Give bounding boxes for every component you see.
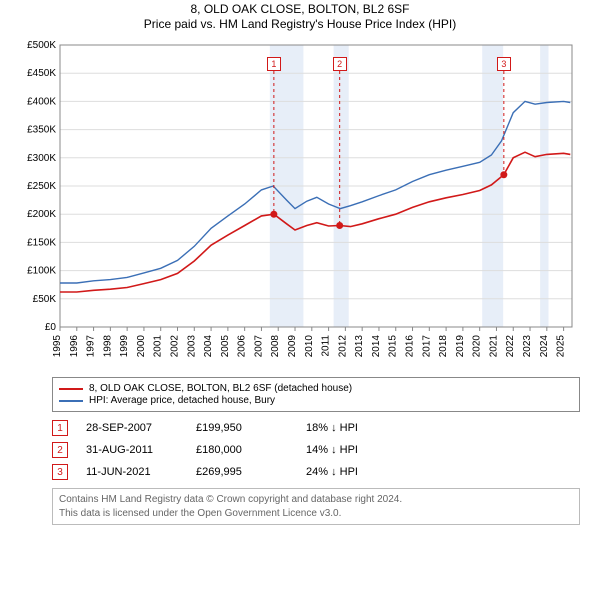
svg-text:2021: 2021 (488, 335, 499, 358)
sale-delta: 14% ↓ HPI (306, 444, 358, 456)
chart-marker-label: 3 (497, 57, 511, 71)
legend-label-subject: 8, OLD OAK CLOSE, BOLTON, BL2 6SF (detac… (89, 383, 352, 394)
svg-text:2012: 2012 (337, 335, 348, 358)
svg-text:£100K: £100K (27, 266, 56, 277)
legend-label-hpi: HPI: Average price, detached house, Bury (89, 395, 275, 406)
sale-row: 2 31-AUG-2011£180,00014% ↓ HPI (52, 442, 580, 458)
svg-text:2023: 2023 (522, 335, 533, 358)
svg-text:£300K: £300K (27, 153, 56, 164)
svg-text:£350K: £350K (27, 125, 56, 136)
sale-row: 3 11-JUN-2021£269,99524% ↓ HPI (52, 464, 580, 480)
svg-text:2011: 2011 (321, 335, 332, 357)
sale-delta: 24% ↓ HPI (306, 466, 358, 478)
svg-text:£150K: £150K (27, 237, 56, 248)
attribution-line1: Contains HM Land Registry data © Crown c… (59, 493, 573, 507)
svg-text:2014: 2014 (371, 335, 382, 358)
svg-text:2017: 2017 (421, 335, 432, 358)
svg-text:2024: 2024 (539, 335, 550, 358)
svg-text:2008: 2008 (270, 335, 281, 358)
sale-marker-badge: 3 (52, 464, 68, 480)
svg-text:2015: 2015 (388, 335, 399, 358)
svg-text:2022: 2022 (505, 335, 516, 358)
svg-text:£50K: £50K (33, 294, 57, 305)
svg-text:2007: 2007 (253, 335, 264, 358)
svg-text:£0: £0 (45, 322, 57, 333)
legend-row-subject: 8, OLD OAK CLOSE, BOLTON, BL2 6SF (detac… (59, 383, 573, 394)
title-address: 8, OLD OAK CLOSE, BOLTON, BL2 6SF (0, 2, 600, 16)
sale-price: £269,995 (196, 466, 306, 478)
svg-text:2002: 2002 (170, 335, 181, 358)
title-subtitle: Price paid vs. HM Land Registry's House … (0, 17, 600, 31)
attribution: Contains HM Land Registry data © Crown c… (52, 488, 580, 525)
svg-text:£250K: £250K (27, 181, 56, 192)
sale-date: 28-SEP-2007 (86, 422, 196, 434)
legend: 8, OLD OAK CLOSE, BOLTON, BL2 6SF (detac… (52, 377, 580, 412)
svg-text:1999: 1999 (119, 335, 130, 358)
legend-swatch-hpi (59, 400, 83, 402)
legend-row-hpi: HPI: Average price, detached house, Bury (59, 395, 573, 406)
svg-text:2005: 2005 (220, 335, 231, 358)
svg-text:2001: 2001 (153, 335, 164, 358)
svg-text:2000: 2000 (136, 335, 147, 358)
svg-text:1996: 1996 (69, 335, 80, 358)
svg-text:1995: 1995 (52, 335, 63, 358)
sales-list: 1 28-SEP-2007£199,95018% ↓ HPI 2 31-AUG-201… (52, 420, 580, 480)
sale-date: 11-JUN-2021 (86, 466, 196, 478)
sale-row: 1 28-SEP-2007£199,95018% ↓ HPI (52, 420, 580, 436)
svg-text:£500K: £500K (27, 40, 56, 51)
svg-text:1997: 1997 (86, 335, 97, 358)
chart-marker-label: 2 (333, 57, 347, 71)
svg-text:2010: 2010 (304, 335, 315, 358)
svg-text:2006: 2006 (237, 335, 248, 358)
sale-delta: 18% ↓ HPI (306, 422, 358, 434)
svg-text:£400K: £400K (27, 96, 56, 107)
svg-text:2004: 2004 (203, 335, 214, 358)
legend-swatch-subject (59, 388, 83, 390)
svg-text:£200K: £200K (27, 209, 56, 220)
svg-text:2003: 2003 (186, 335, 197, 358)
svg-text:2019: 2019 (455, 335, 466, 358)
svg-text:2020: 2020 (472, 335, 483, 358)
sale-date: 31-AUG-2011 (86, 444, 196, 456)
price-chart: £0 £50K £100K £150K £200K £250K £300K £350K £400… (20, 37, 580, 367)
svg-text:2018: 2018 (438, 335, 449, 358)
sale-price: £199,950 (196, 422, 306, 434)
svg-text:2025: 2025 (556, 335, 567, 358)
chart-marker-label: 1 (267, 57, 281, 71)
svg-text:2016: 2016 (405, 335, 416, 358)
svg-text:2013: 2013 (354, 335, 365, 358)
sale-marker-badge: 1 (52, 420, 68, 436)
svg-text:1998: 1998 (102, 335, 113, 358)
svg-text:£450K: £450K (27, 68, 56, 79)
sale-marker-badge: 2 (52, 442, 68, 458)
attribution-line2: This data is licensed under the Open Gov… (59, 507, 573, 521)
sale-price: £180,000 (196, 444, 306, 456)
svg-text:2009: 2009 (287, 335, 298, 358)
